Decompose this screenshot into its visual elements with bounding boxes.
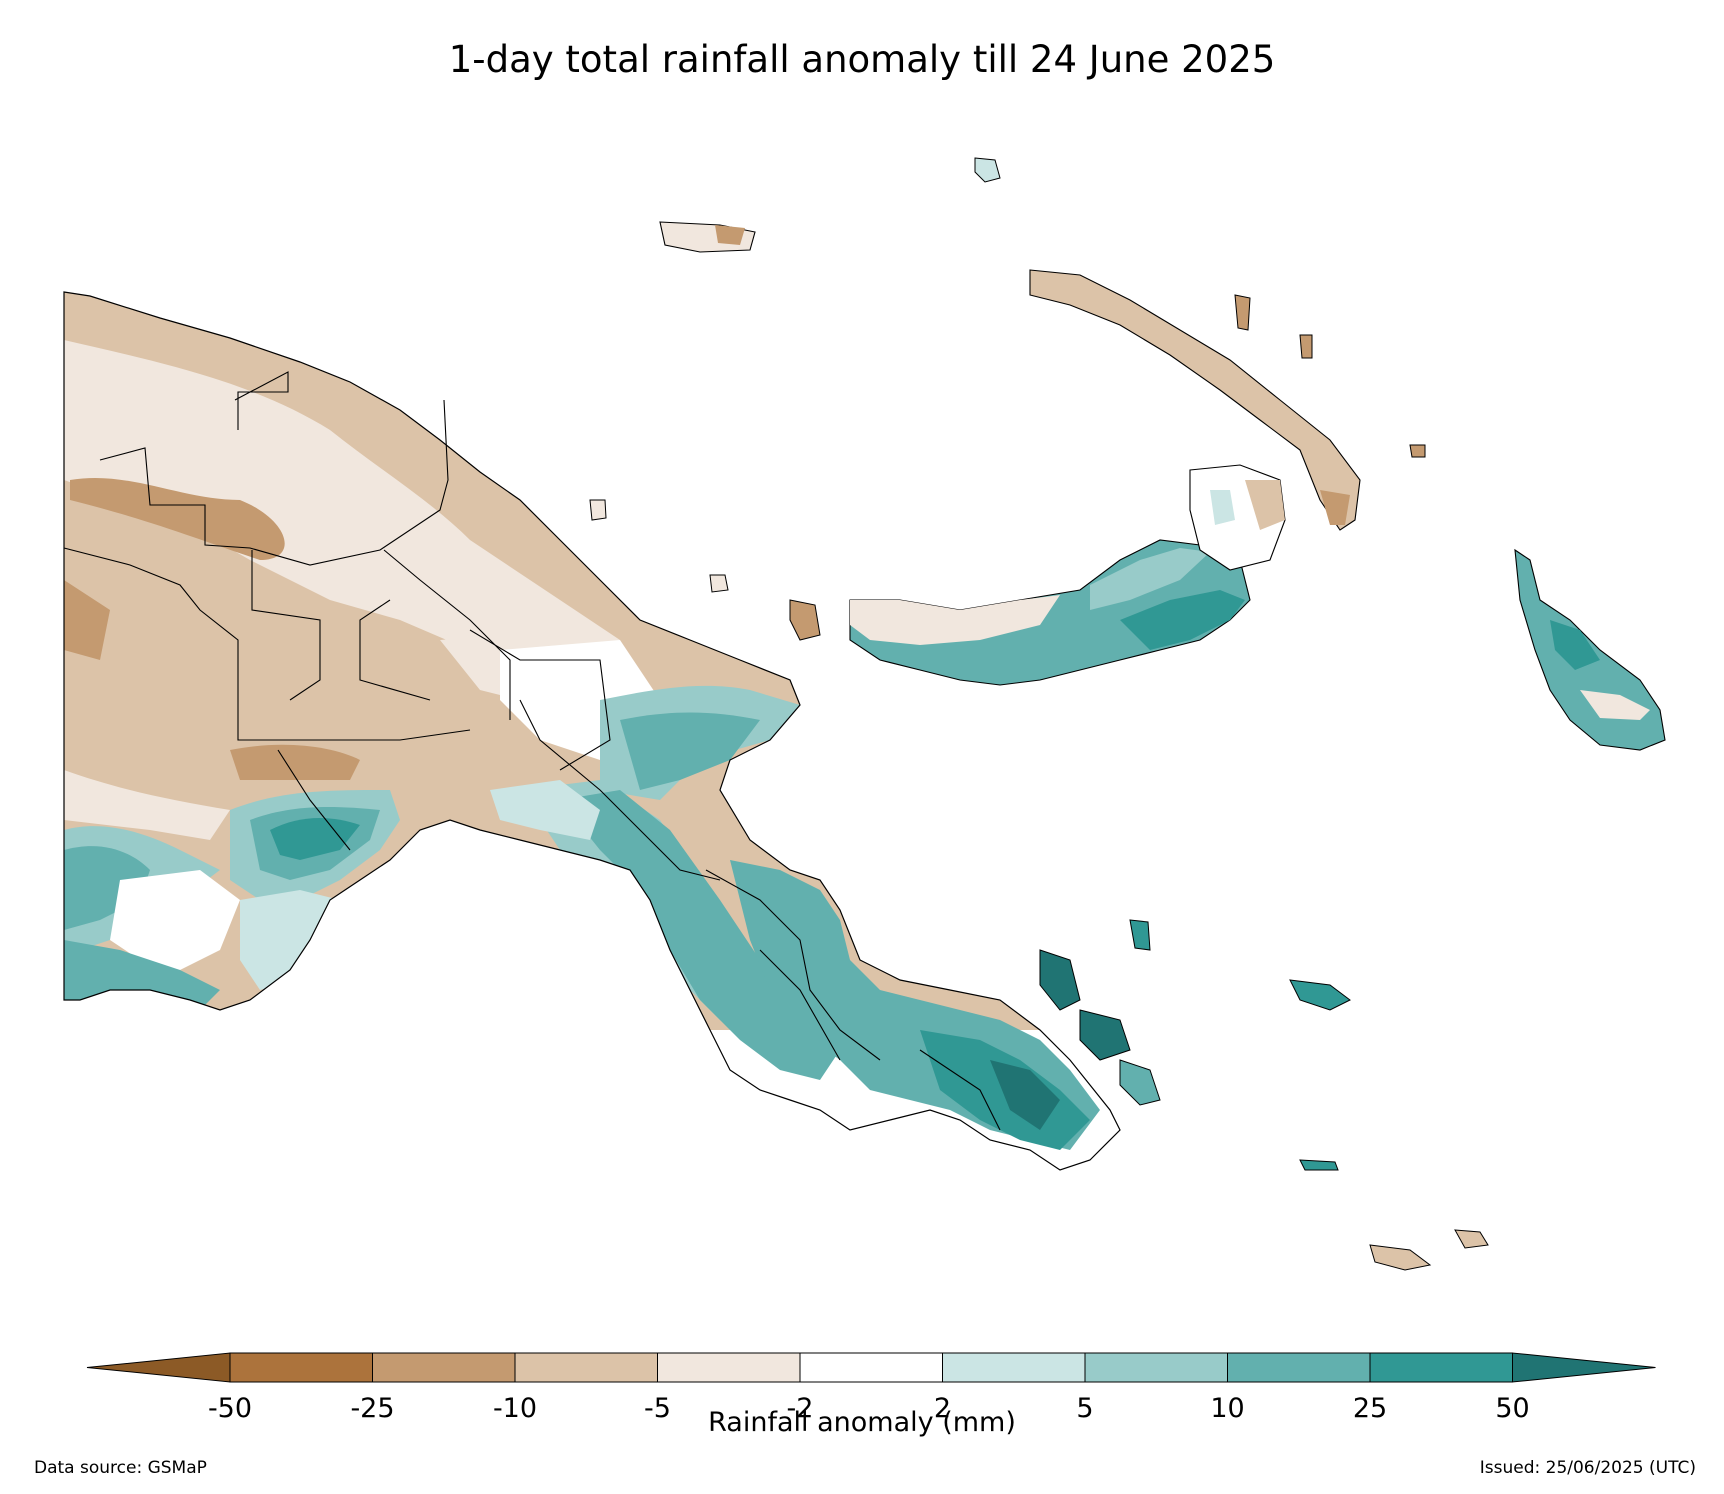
colorbar-bin	[942, 1352, 1086, 1383]
colorbar-bin	[1084, 1352, 1228, 1383]
data-source-text: Data source: GSMaP	[34, 1458, 207, 1478]
issued-date-text: Issued: 25/06/2025 (UTC)	[1479, 1458, 1696, 1478]
new-britain-island	[849, 464, 1286, 686]
colorbar-tick-label: 10	[1210, 1393, 1244, 1424]
colorbar-bin	[372, 1352, 516, 1383]
mainland-coastline	[63, 291, 1121, 1171]
colorbar-tick-label: -50	[208, 1393, 252, 1424]
colorbar-bin	[514, 1352, 658, 1383]
colorbar-tick-label: 50	[1495, 1393, 1529, 1424]
colorbar-tick-label: -25	[350, 1393, 394, 1424]
province-boundaries	[63, 371, 1001, 1131]
colorbar-over-arrow	[1512, 1352, 1656, 1383]
colorbar-under-arrow	[86, 1352, 231, 1383]
colorbar-tick-label: -2	[787, 1393, 814, 1424]
colorbar-tick-label: -10	[493, 1393, 537, 1424]
colorbar-bin	[1369, 1352, 1513, 1383]
colorbar-bin	[229, 1352, 373, 1383]
colorbar-tick-label: -5	[644, 1393, 671, 1424]
colorbar-tick-label: 2	[934, 1393, 951, 1424]
colorbar-bin	[657, 1352, 801, 1383]
colorbar-bin	[1227, 1352, 1371, 1383]
map-title: 1-day total rainfall anomaly till 24 Jun…	[448, 38, 1276, 81]
bougainville-island	[1514, 548, 1666, 751]
manus-island	[659, 221, 756, 253]
small-islands	[589, 157, 1489, 1271]
new-ireland-island	[1029, 269, 1361, 531]
colorbar-bin	[799, 1352, 943, 1383]
colorbar-tick-label: 25	[1353, 1393, 1387, 1424]
colorbar-label: Rainfall anomaly (mm)	[708, 1407, 1016, 1438]
colorbar-tick-label: 5	[1076, 1393, 1093, 1424]
